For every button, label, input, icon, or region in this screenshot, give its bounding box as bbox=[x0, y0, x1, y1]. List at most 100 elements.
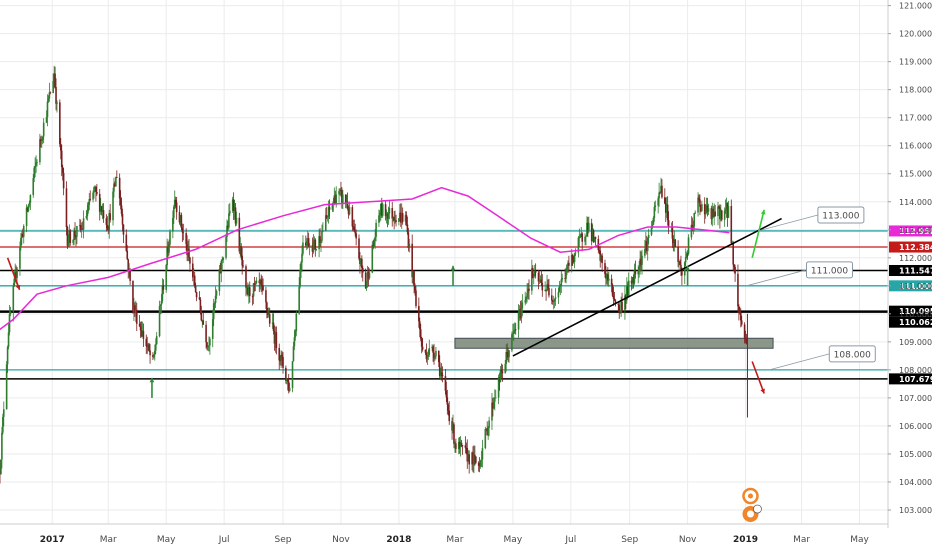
candle-body bbox=[699, 199, 701, 207]
candle-body bbox=[464, 445, 467, 448]
time-axis[interactable]: 2017 Mar May Jul Sep Nov 2018 Mar May Jul Sep Nov 20… bbox=[0, 523, 888, 545]
candle-body bbox=[591, 230, 594, 242]
price-tick-label: 106.000 bbox=[899, 422, 932, 431]
candle-body bbox=[258, 280, 261, 284]
candle-body bbox=[265, 290, 267, 303]
event-markers[interactable] bbox=[742, 487, 762, 522]
candle-body bbox=[118, 177, 121, 199]
candle-body bbox=[539, 279, 542, 281]
candle-body bbox=[274, 332, 277, 344]
candle-body bbox=[471, 452, 473, 465]
candle-body bbox=[209, 338, 211, 346]
moving-average-line bbox=[0, 186, 730, 331]
candle-body bbox=[15, 272, 17, 278]
candle-body bbox=[479, 460, 482, 467]
candle-body bbox=[241, 255, 243, 266]
candle-body bbox=[88, 199, 91, 205]
candle-body bbox=[501, 371, 504, 374]
candle-body bbox=[112, 191, 114, 221]
candle-body bbox=[100, 206, 103, 212]
candle-body bbox=[108, 213, 111, 231]
candle-body bbox=[499, 369, 502, 382]
price-tick-label: 112.000 bbox=[899, 254, 932, 263]
candle-body bbox=[267, 314, 270, 315]
candle-body bbox=[233, 207, 236, 211]
candle-body bbox=[454, 443, 456, 445]
candle-body bbox=[521, 302, 524, 309]
candle-body bbox=[139, 326, 142, 331]
candle-body bbox=[300, 262, 302, 270]
candle-body bbox=[400, 213, 403, 223]
event-marker-icon[interactable] bbox=[742, 504, 762, 522]
candle-body bbox=[89, 199, 92, 200]
candle-body bbox=[481, 448, 484, 460]
candle-body bbox=[198, 297, 201, 300]
candle-body bbox=[255, 280, 258, 284]
price-axis[interactable]: 121.000 120.000 119.000 118.000 117.000 116.0… bbox=[887, 0, 932, 528]
candle-body bbox=[684, 256, 687, 263]
candle-body bbox=[437, 350, 440, 363]
candle-body bbox=[431, 346, 433, 349]
candle-body bbox=[185, 233, 187, 245]
candle-body bbox=[335, 194, 338, 204]
candle-body bbox=[95, 186, 97, 193]
candle-body bbox=[415, 290, 417, 306]
candle-body bbox=[532, 268, 534, 278]
candle-body bbox=[548, 287, 550, 296]
candle-body bbox=[525, 297, 527, 301]
candle-body bbox=[202, 320, 205, 325]
time-tick-label: Jul bbox=[218, 535, 230, 545]
candle-body bbox=[540, 279, 543, 284]
signal-arrow-head bbox=[760, 388, 765, 394]
candle-body bbox=[13, 278, 16, 287]
candle-body bbox=[79, 225, 82, 231]
level-price-tag bbox=[889, 225, 932, 237]
candle-body bbox=[513, 329, 516, 331]
signal-arrow-head bbox=[450, 265, 456, 271]
level-price-tag-label: 112.958 bbox=[899, 227, 932, 236]
candle-body bbox=[28, 202, 31, 206]
candle-body bbox=[193, 275, 196, 287]
candle-body bbox=[315, 249, 318, 250]
candle-body bbox=[20, 237, 22, 247]
candle-body bbox=[153, 354, 155, 357]
event-marker-icon[interactable] bbox=[742, 487, 759, 505]
candle-body bbox=[553, 298, 556, 301]
candle-body bbox=[447, 404, 450, 411]
candle-body bbox=[29, 194, 32, 203]
candle-body bbox=[732, 243, 734, 265]
candle-body bbox=[245, 266, 247, 288]
price-tick-label: 118.000 bbox=[899, 86, 932, 95]
candle-body bbox=[331, 204, 334, 210]
candle-body bbox=[398, 218, 400, 222]
candle-body bbox=[2, 416, 4, 433]
candle-body bbox=[605, 274, 607, 279]
candle-body bbox=[98, 193, 101, 212]
price-tick-label: 110.000 bbox=[899, 310, 932, 319]
candle-body bbox=[152, 355, 154, 357]
candle-body bbox=[333, 195, 336, 202]
candle-body bbox=[739, 311, 741, 313]
candle-body bbox=[9, 311, 12, 315]
candle-body bbox=[213, 303, 216, 304]
candle-body bbox=[560, 279, 563, 286]
candle-body bbox=[251, 296, 254, 297]
candle-body bbox=[578, 237, 581, 239]
event-marker-dot bbox=[746, 510, 754, 518]
candle-body bbox=[677, 247, 679, 262]
candle-body bbox=[738, 306, 740, 312]
candle-body bbox=[0, 459, 2, 475]
candle-body bbox=[491, 402, 493, 421]
candle-body bbox=[346, 201, 349, 209]
event-marker-badge bbox=[753, 504, 762, 514]
candle-body bbox=[598, 250, 601, 251]
candle-body bbox=[21, 233, 23, 238]
candle-body bbox=[140, 330, 143, 337]
event-marker-dot bbox=[747, 493, 753, 499]
candle-body bbox=[405, 215, 408, 225]
price-tick-label: 113.000 bbox=[899, 226, 932, 235]
signal-arrow-shaft bbox=[751, 209, 765, 258]
